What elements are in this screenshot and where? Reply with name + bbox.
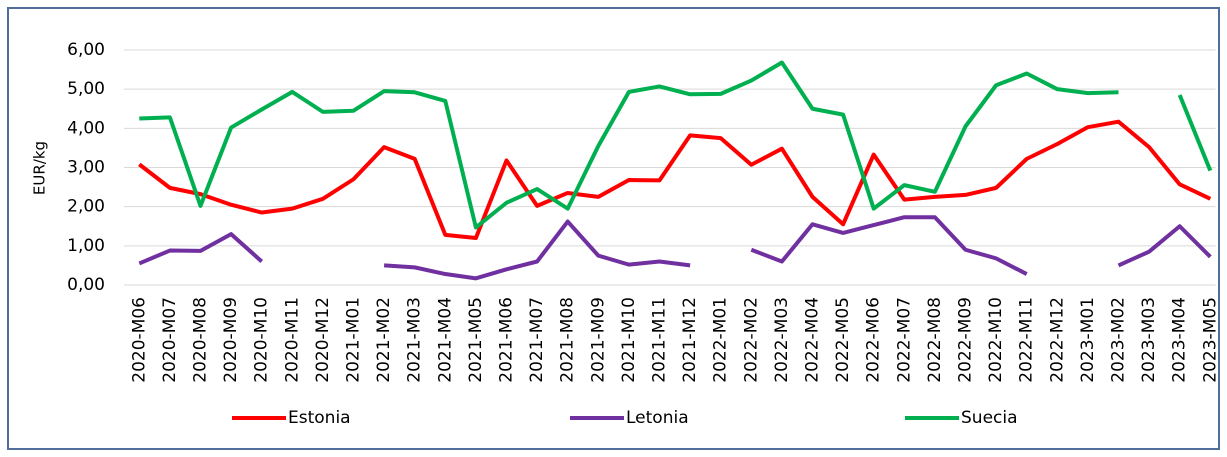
legend-label: Letonia bbox=[626, 408, 689, 428]
x-tick-label: 2021-M01 bbox=[344, 297, 364, 383]
x-tick-label: 2020-M09 bbox=[221, 297, 241, 383]
x-tick-label: 2021-M02 bbox=[374, 297, 394, 383]
x-tick-label: 2021-M04 bbox=[435, 297, 455, 383]
series-line bbox=[138, 215, 1212, 281]
x-tick-label: 2023-M03 bbox=[1139, 297, 1159, 383]
x-tick-label: 2023-M02 bbox=[1109, 297, 1129, 383]
x-tick-label: 2021-M10 bbox=[619, 297, 639, 383]
x-tick-label: 2020-M10 bbox=[252, 297, 272, 383]
x-tick-label: 2022-M11 bbox=[1017, 297, 1037, 383]
y-tick-label: 0,00 bbox=[67, 275, 105, 295]
x-tick-label: 2023-M01 bbox=[1078, 297, 1098, 383]
x-tick-label: 2020-M06 bbox=[129, 297, 149, 383]
y-tick-label: 2,00 bbox=[67, 197, 105, 217]
x-tick-label: 2020-M08 bbox=[191, 297, 211, 383]
x-tick-label: 2021-M06 bbox=[497, 297, 517, 383]
x-tick-label: 2021-M12 bbox=[680, 297, 700, 383]
y-tick-label: 4,00 bbox=[67, 118, 105, 138]
x-tick-label: 2023-M04 bbox=[1170, 297, 1190, 383]
x-tick-label: 2021-M05 bbox=[466, 297, 486, 383]
x-tick-label: 2021-M08 bbox=[558, 297, 578, 383]
x-tick-label: 2020-M11 bbox=[282, 297, 302, 383]
series-line bbox=[138, 119, 1212, 240]
legend-label: Estonia bbox=[288, 408, 351, 428]
x-tick-label: 2022-M07 bbox=[894, 297, 914, 383]
x-tick-label: 2022-M12 bbox=[1047, 297, 1067, 383]
x-tick-label: 2022-M03 bbox=[772, 297, 792, 383]
series-line bbox=[139, 60, 1213, 230]
x-tick-label: 2021-M11 bbox=[650, 297, 670, 383]
x-tick-label: 2022-M02 bbox=[741, 297, 761, 383]
x-tick-label: 2022-M10 bbox=[986, 297, 1006, 383]
y-tick-label: 6,00 bbox=[67, 40, 105, 60]
y-tick-label: 5,00 bbox=[67, 79, 105, 99]
frame bbox=[7, 7, 1220, 450]
x-tick-label: 2022-M04 bbox=[803, 297, 823, 383]
x-tick-label: 2022-M01 bbox=[711, 297, 731, 383]
x-tick-label: 2020-M07 bbox=[160, 297, 180, 383]
x-tick-label: 2020-M12 bbox=[313, 297, 333, 383]
x-tick-label: 2021-M07 bbox=[527, 297, 547, 383]
y-axis-label: EUR/kg bbox=[31, 141, 49, 195]
x-tick-label: 2021-M03 bbox=[405, 297, 425, 383]
legend-label: Suecia bbox=[961, 408, 1018, 428]
x-tick-label: 2022-M09 bbox=[956, 297, 976, 383]
y-tick-label: 1,00 bbox=[67, 236, 105, 256]
x-tick-label: 2021-M09 bbox=[588, 297, 608, 383]
x-tick-label: 2022-M08 bbox=[925, 297, 945, 383]
x-tick-label: 2023-M05 bbox=[1200, 297, 1220, 383]
x-tick-label: 2022-M05 bbox=[833, 297, 853, 383]
y-tick-label: 3,00 bbox=[67, 158, 105, 178]
x-tick-label: 2022-M06 bbox=[864, 297, 884, 383]
